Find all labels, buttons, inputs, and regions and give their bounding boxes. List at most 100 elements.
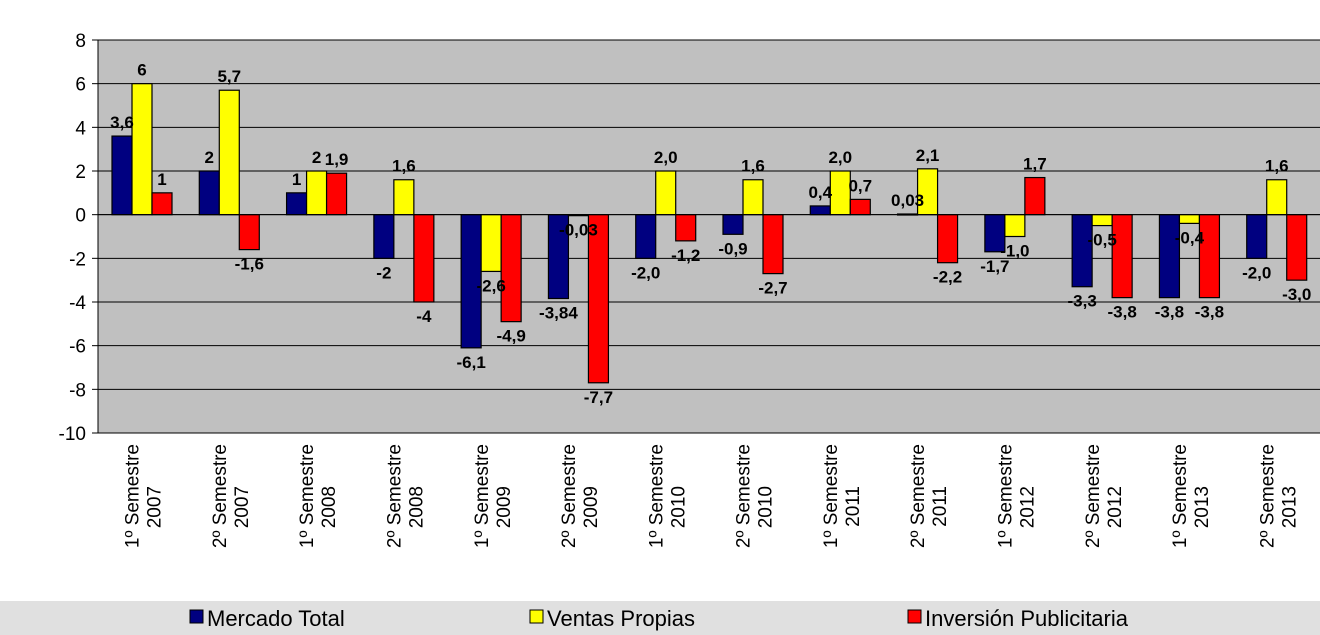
bar-ventas-propias <box>1091 214 1113 227</box>
data-label: -0,9 <box>718 239 747 258</box>
data-label: -1,6 <box>235 255 264 274</box>
y-tick-label: 2 <box>75 162 86 183</box>
bar-mercado-total <box>809 205 831 216</box>
data-label: 2,1 <box>916 146 940 165</box>
legend-swatch <box>189 609 204 624</box>
data-label: -4,9 <box>496 327 525 346</box>
data-label: -7,7 <box>584 388 613 407</box>
bar-ventas-propias <box>1004 214 1026 238</box>
bar-mercado-total <box>285 192 308 216</box>
data-label: 1,6 <box>392 157 416 176</box>
data-label: -1,0 <box>1000 242 1029 261</box>
legend-box <box>0 601 1320 635</box>
bar-inversi-n-publicitaria <box>1111 214 1133 299</box>
bar-inversi-n-publicitaria <box>1198 214 1221 299</box>
data-label: -3,84 <box>539 304 578 323</box>
data-label: -2,0 <box>1242 263 1271 282</box>
x-category-label: 1º Semestre2008 <box>297 444 340 548</box>
x-category-line2: 2011 <box>930 486 951 527</box>
x-category: 1º Semestre2012 <box>996 444 1039 548</box>
bar-ventas-propias <box>480 214 502 273</box>
y-tick-label: 6 <box>75 75 86 96</box>
legend-label: Ventas Propias <box>547 606 695 631</box>
y-axis-ticks: 8 6 4 2 0 -2 -4 -6 -8 -10 <box>59 31 98 445</box>
x-category-line1: 2º Semestre <box>385 444 406 548</box>
data-label: -2,0 <box>631 263 660 282</box>
data-label: 3,6 <box>110 113 134 132</box>
x-category: 1º Semestre2011 <box>821 444 864 548</box>
bar-inversi-n-publicitaria <box>1024 176 1046 216</box>
bar-ventas-propias <box>393 179 415 216</box>
x-category-line2: 2011 <box>843 486 864 527</box>
data-label: 5,7 <box>217 67 241 86</box>
y-tick-label: 8 <box>75 31 86 52</box>
bar-mercado-total <box>373 214 395 259</box>
y-tick-label: 4 <box>75 118 86 139</box>
x-category-label: 2º Semestre2012 <box>1083 444 1126 548</box>
x-category-line1: 1º Semestre <box>996 444 1017 548</box>
data-label: -0,4 <box>1175 228 1205 247</box>
x-category-line1: 2º Semestre <box>1257 444 1278 548</box>
bar-inversi-n-publicitaria <box>413 214 435 303</box>
data-label: 1,6 <box>1265 157 1289 176</box>
bar-ventas-propias <box>218 89 240 216</box>
x-category-label: 2º Semestre2010 <box>734 444 777 548</box>
data-label: 1 <box>157 170 166 189</box>
x-category-line2: 2012 <box>1105 486 1126 528</box>
data-label: -3,8 <box>1195 303 1224 322</box>
x-category-label: 1º Semestre2010 <box>646 444 689 548</box>
x-category: 2º Semestre2012 <box>1083 444 1126 548</box>
y-tick-label: -10 <box>59 424 86 445</box>
bar-inversi-n-publicitaria <box>849 198 871 216</box>
data-labels: 3,621-2-6,1-3,84-2,0-0,90,4 0,03-1,7-3,3-… <box>110 61 1311 407</box>
bar-mercado-total <box>198 170 220 216</box>
bar-inversi-n-publicitaria <box>325 172 348 216</box>
x-category-label: 2º Semestre2013 <box>1257 444 1300 548</box>
x-category-line1: 2º Semestre <box>1083 444 1104 548</box>
y-tick-label: -6 <box>69 337 86 358</box>
x-category-line2: 2013 <box>1279 486 1300 528</box>
legend-swatch <box>907 609 922 624</box>
bar-mercado-total <box>1071 214 1093 288</box>
x-category-label: 2º Semestre2007 <box>210 444 253 548</box>
x-category: 2º Semestre2008 <box>385 444 428 548</box>
x-category: 1º Semestre2010 <box>646 444 689 548</box>
data-label: -2 <box>376 263 391 282</box>
data-label: 1,6 <box>741 157 765 176</box>
x-category-line1: 2º Semestre <box>210 444 231 548</box>
data-label: -1,7 <box>980 257 1009 276</box>
x-category: 1º Semestre2007 <box>123 444 166 548</box>
x-category-label: 1º Semestre2007 <box>123 444 166 548</box>
bar-inversi-n-publicitaria <box>762 214 784 275</box>
bar-inversi-n-publicitaria <box>238 214 260 251</box>
bar-ventas-propias <box>131 83 153 216</box>
data-label: -3,8 <box>1155 303 1184 322</box>
x-category: 2º Semestre2013 <box>1257 444 1300 548</box>
data-label: -0,5 <box>1087 231 1116 250</box>
x-category-line2: 2010 <box>668 486 689 528</box>
x-category-label: 1º Semestre2009 <box>472 444 515 548</box>
data-label: -2,7 <box>758 279 787 298</box>
x-category-line1: 2º Semestre <box>734 444 755 548</box>
x-category: 1º Semestre2008 <box>297 444 340 548</box>
legend: Mercado Total Ventas Propias Inversión Pub… <box>189 606 1129 631</box>
bar-ventas-propias <box>1266 179 1288 216</box>
legend-label: Mercado Total <box>207 606 345 631</box>
data-label: 6 <box>137 61 146 80</box>
data-label: -3,8 <box>1107 303 1136 322</box>
x-category-label: 1º Semestre2012 <box>996 444 1039 548</box>
x-category-line1: 1º Semestre <box>297 444 318 548</box>
bar-inversi-n-publicitaria <box>587 214 610 384</box>
x-category-label: 1º Semestre2013 <box>1170 444 1213 548</box>
bar-inversi-n-publicitaria <box>500 214 522 323</box>
data-label: -0,03 <box>559 221 598 240</box>
x-category-line2: 2012 <box>1018 486 1039 528</box>
data-label: -6,1 <box>456 353 485 372</box>
x-category-line1: 1º Semestre <box>123 444 144 548</box>
y-tick-label: -4 <box>69 293 86 314</box>
bar-mercado-total <box>1246 214 1268 259</box>
x-category-line2: 2009 <box>494 486 515 528</box>
x-category: 2º Semestre2011 <box>908 444 951 548</box>
x-category-line2: 2013 <box>1192 486 1213 528</box>
data-label: -2,6 <box>476 276 505 295</box>
